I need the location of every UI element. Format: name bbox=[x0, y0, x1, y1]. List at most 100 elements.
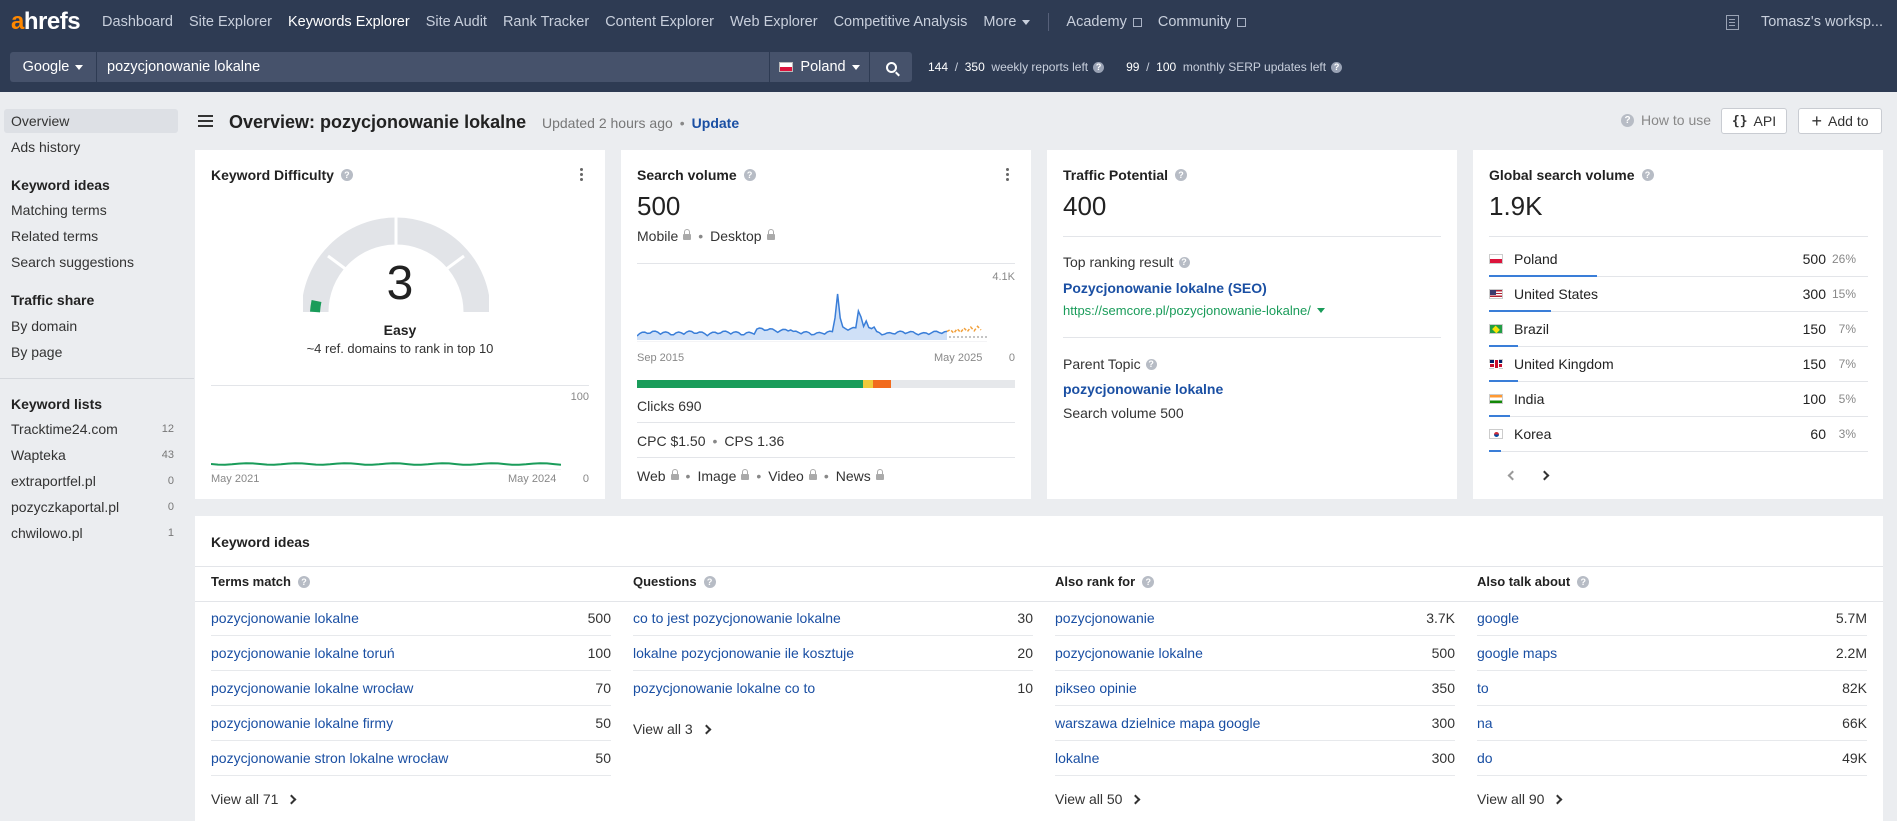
updated-text: Updated 2 hours ago bbox=[542, 115, 673, 131]
keyword-link[interactable]: pozycjonowanie lokalne toruń bbox=[211, 645, 395, 661]
country-row[interactable]: India 100 5% bbox=[1489, 382, 1868, 417]
next-page-button[interactable] bbox=[1537, 468, 1551, 482]
help-icon[interactable]: ? bbox=[1145, 358, 1157, 370]
keyword-link[interactable]: pozycjonowanie lokalne wrocław bbox=[211, 680, 414, 696]
help-icon[interactable]: ? bbox=[743, 169, 756, 181]
clicks-bar bbox=[637, 380, 1015, 388]
keyword-link[interactable]: warszawa dzielnice mapa google bbox=[1055, 715, 1261, 731]
sidebar-item-related-terms[interactable]: Related terms bbox=[11, 228, 99, 244]
keyword-volume: 66K bbox=[1842, 715, 1867, 731]
help-icon[interactable]: ? bbox=[1142, 575, 1155, 588]
sidebar-item-ads-history[interactable]: Ads history bbox=[11, 139, 81, 155]
help-icon[interactable]: ? bbox=[297, 575, 310, 588]
cpc-value: CPC $1.50 bbox=[637, 433, 706, 449]
how-to-use-link[interactable]: ? How to use bbox=[1621, 112, 1711, 128]
uk-flag-cross-v bbox=[1494, 360, 1498, 368]
keyword-link[interactable]: pozycjonowanie stron lokalne wrocław bbox=[211, 750, 449, 766]
nav-dashboard[interactable]: Dashboard bbox=[102, 14, 173, 30]
keyword-link[interactable]: pikseo opinie bbox=[1055, 680, 1137, 696]
nav-keywords-explorer[interactable]: Keywords Explorer bbox=[288, 14, 410, 30]
help-icon[interactable]: ? bbox=[1093, 61, 1105, 73]
nav-more[interactable]: More bbox=[983, 14, 1031, 30]
ahrefs-logo[interactable]: ahrefs bbox=[11, 8, 81, 35]
sidebar-item-matching-terms[interactable]: Matching terms bbox=[11, 202, 107, 218]
keyword-link[interactable]: na bbox=[1477, 715, 1493, 731]
keyword-volume: 30 bbox=[1017, 610, 1033, 626]
help-icon[interactable]: ? bbox=[340, 169, 353, 181]
nav-competitive-analysis[interactable]: Competitive Analysis bbox=[833, 14, 968, 30]
top-result-url[interactable]: https://semcore.pl/pozycjonowanie-lokaln… bbox=[1063, 303, 1325, 318]
top-result-title-link[interactable]: Pozycjonowanie lokalne (SEO) bbox=[1063, 280, 1267, 296]
country-row[interactable]: Korea 60 3% bbox=[1489, 417, 1868, 452]
view-all-also-talk-link[interactable]: View all 90 bbox=[1477, 791, 1563, 807]
keyword-link[interactable]: google maps bbox=[1477, 645, 1558, 661]
search-engine-select[interactable]: Google bbox=[10, 52, 96, 82]
country-row[interactable]: United States 300 15% bbox=[1489, 277, 1868, 312]
keyword-link[interactable]: to bbox=[1477, 680, 1489, 696]
sidebar-item-search-suggestions[interactable]: Search suggestions bbox=[11, 254, 134, 270]
country-row[interactable]: Poland 500 26% bbox=[1489, 242, 1868, 277]
nav-site-audit[interactable]: Site Audit bbox=[425, 14, 487, 30]
sidebar-item-overview[interactable]: Overview bbox=[4, 109, 178, 133]
difficulty-gauge bbox=[303, 217, 489, 313]
divider bbox=[1489, 236, 1868, 237]
keyword-difficulty-card: Keyword Difficulty? 3 Easy ~4 ref. domai… bbox=[195, 150, 605, 499]
country-share: 15% bbox=[1831, 287, 1856, 301]
nav-site-explorer[interactable]: Site Explorer bbox=[188, 14, 272, 30]
country-share: 7% bbox=[1838, 322, 1856, 336]
keyword-list-item[interactable]: Tracktime24.com 12 bbox=[4, 417, 178, 441]
country-select[interactable]: Poland bbox=[770, 52, 869, 82]
keyword-list-item[interactable]: chwilowo.pl 1 bbox=[4, 521, 178, 545]
keyword-link[interactable]: pozycjonowanie bbox=[1055, 610, 1155, 626]
update-link[interactable]: Update bbox=[691, 115, 740, 131]
keyword-link[interactable]: pozycjonowanie lokalne firmy bbox=[211, 715, 394, 731]
menu-icon[interactable] bbox=[198, 115, 213, 117]
help-icon[interactable]: ? bbox=[1331, 61, 1343, 73]
nav-community[interactable]: Community bbox=[1158, 14, 1247, 30]
keyword-link[interactable]: pozycjonowanie lokalne bbox=[211, 610, 359, 626]
help-icon[interactable]: ? bbox=[703, 575, 716, 588]
nav-academy[interactable]: Academy bbox=[1066, 14, 1142, 30]
add-to-button[interactable]: + Add to bbox=[1798, 108, 1882, 134]
nav-web-explorer[interactable]: Web Explorer bbox=[730, 14, 818, 30]
search-button[interactable] bbox=[870, 52, 912, 82]
keyword-link[interactable]: do bbox=[1477, 750, 1493, 766]
keyword-list-item[interactable]: extraportfel.pl 0 bbox=[4, 469, 178, 493]
reports-icon[interactable] bbox=[1725, 14, 1739, 30]
difficulty-history-chart bbox=[211, 462, 561, 470]
view-all-questions-link[interactable]: View all 3 bbox=[633, 721, 712, 737]
more-options-icon[interactable] bbox=[580, 168, 583, 171]
prev-page-button[interactable] bbox=[1505, 468, 1519, 482]
keyword-link[interactable]: pozycjonowanie lokalne co to bbox=[633, 680, 816, 696]
parent-topic-link[interactable]: pozycjonowanie lokalne bbox=[1063, 381, 1224, 397]
api-button[interactable]: {} API bbox=[1721, 108, 1787, 134]
country-volume: 60 bbox=[1810, 426, 1826, 442]
nav-content-explorer[interactable]: Content Explorer bbox=[605, 14, 714, 30]
keyword-list-item[interactable]: pozyczkaportal.pl 0 bbox=[4, 495, 178, 519]
sidebar: Overview Ads history Keyword ideas Match… bbox=[0, 92, 194, 821]
nav-rank-tracker[interactable]: Rank Tracker bbox=[502, 14, 590, 30]
view-all-also-rank-link[interactable]: View all 50 bbox=[1055, 791, 1141, 807]
help-icon[interactable]: ? bbox=[1178, 256, 1190, 268]
keyword-row: to 82K bbox=[1477, 671, 1867, 706]
help-icon[interactable]: ? bbox=[1175, 169, 1188, 181]
card-title: Keyword Difficulty? bbox=[211, 167, 353, 183]
keyword-link[interactable]: co to jest pozycjonowanie lokalne bbox=[633, 610, 841, 626]
sidebar-item-by-domain[interactable]: By domain bbox=[11, 318, 78, 334]
korea-flag-icon bbox=[1489, 429, 1503, 439]
sidebar-item-by-page[interactable]: By page bbox=[11, 344, 63, 360]
country-row[interactable]: Brazil 150 7% bbox=[1489, 312, 1868, 347]
help-icon[interactable]: ? bbox=[1577, 575, 1590, 588]
more-options-icon[interactable] bbox=[1006, 168, 1009, 171]
keyword-input[interactable]: pozycjonowanie lokalne bbox=[97, 52, 769, 82]
view-all-terms-link[interactable]: View all 71 bbox=[211, 791, 297, 807]
help-icon[interactable]: ? bbox=[1641, 169, 1654, 181]
keyword-link[interactable]: lokalne bbox=[1055, 750, 1100, 766]
keyword-link[interactable]: google bbox=[1477, 610, 1520, 626]
workspace-menu[interactable]: Tomasz's worksp... bbox=[1760, 14, 1883, 30]
keyword-list-item[interactable]: Wapteka 43 bbox=[4, 443, 178, 467]
keyword-link[interactable]: pozycjonowanie lokalne bbox=[1055, 645, 1203, 661]
parent-topic-label-text: Parent Topic bbox=[1063, 356, 1141, 372]
country-row[interactable]: United Kingdom 150 7% bbox=[1489, 347, 1868, 382]
keyword-link[interactable]: lokalne pozycjonowanie ile kosztuje bbox=[633, 645, 855, 661]
